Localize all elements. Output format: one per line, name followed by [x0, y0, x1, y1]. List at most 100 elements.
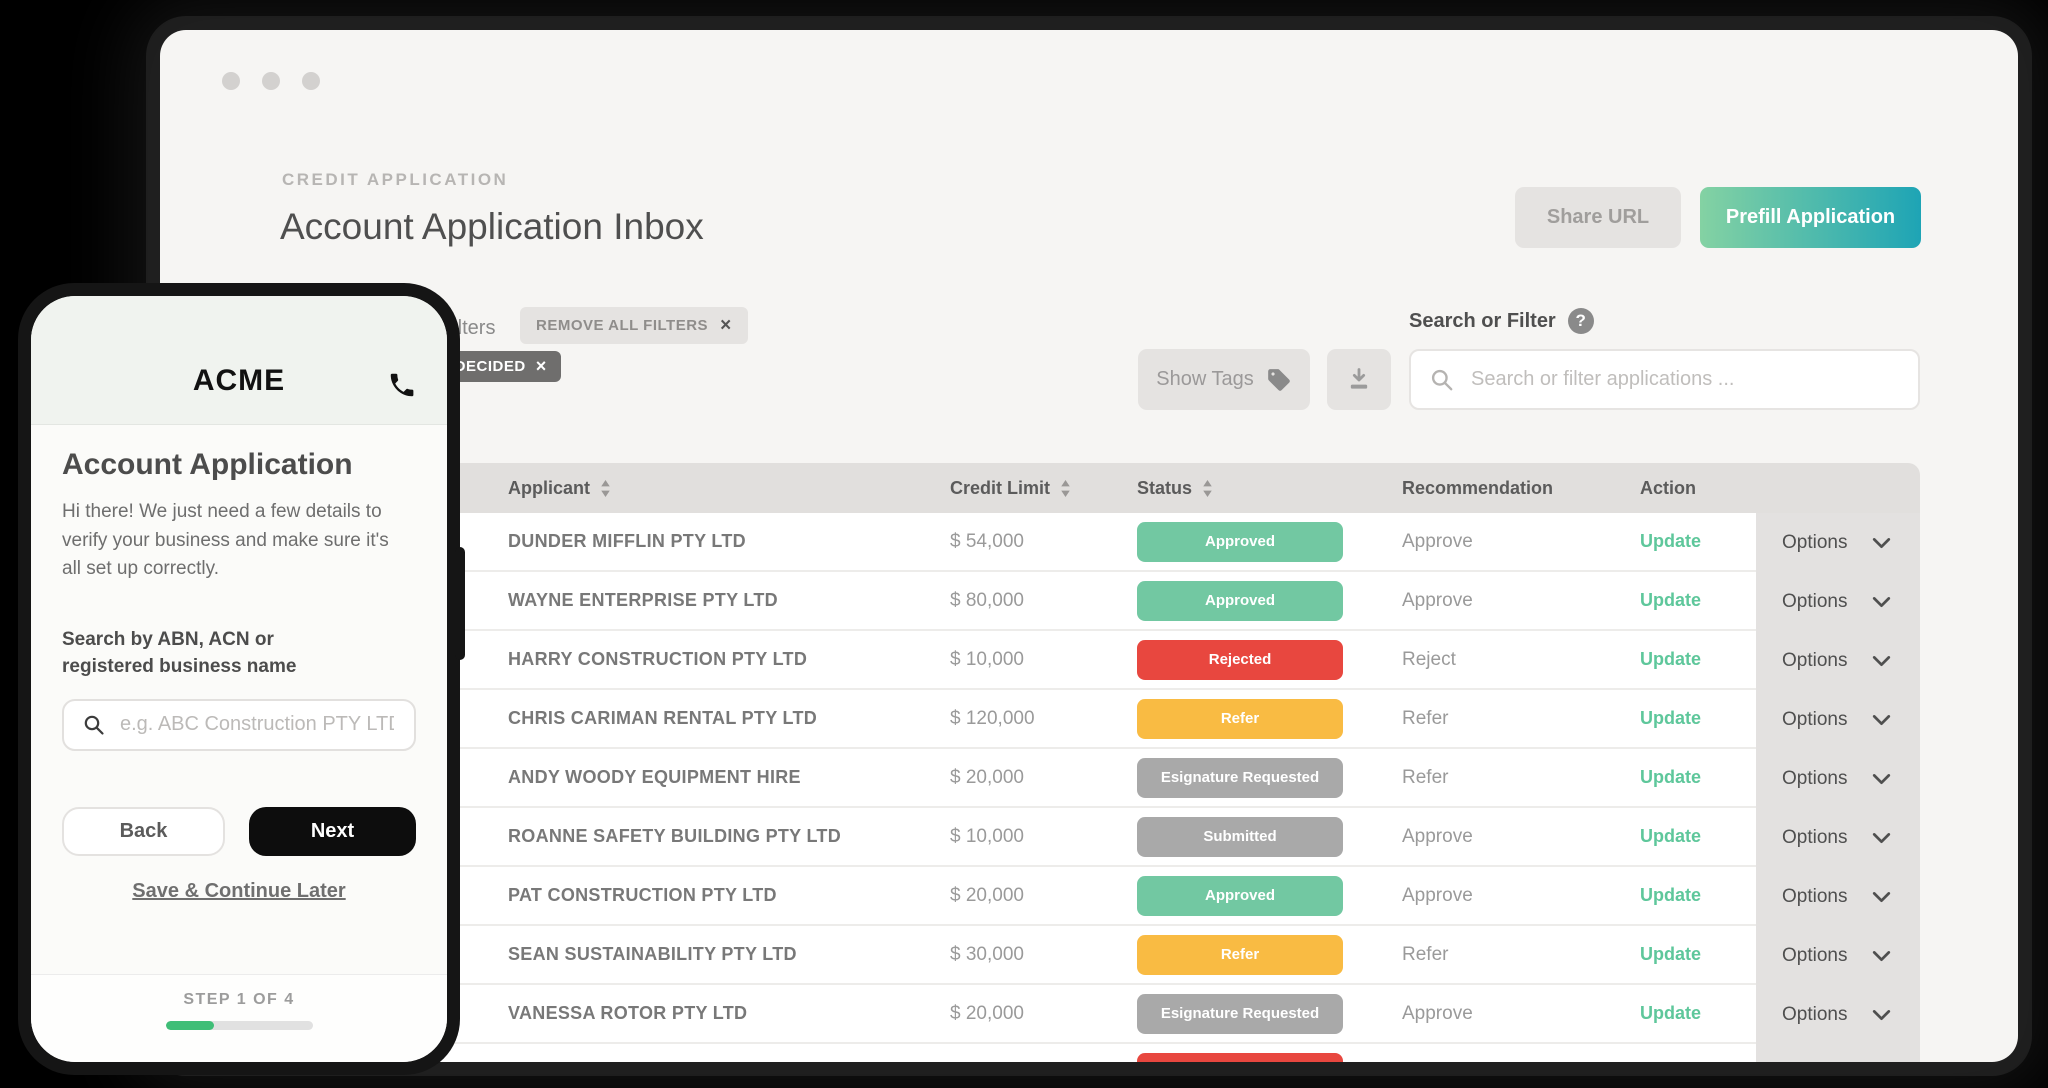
options-label: Options	[1782, 1003, 1848, 1025]
window-dot-icon[interactable]	[262, 72, 280, 90]
search-or-filter-text: Search or Filter	[1409, 309, 1556, 332]
phone-step-footer: STEP 1 OF 4	[31, 974, 447, 1062]
brand-logo: ACME	[192, 364, 286, 397]
applicant-cell: CHRIS CARIMAN RENTAL PTY LTD	[440, 690, 882, 749]
recommendation-cell: Refer	[1343, 926, 1596, 985]
status-badge: Approved	[1137, 521, 1343, 562]
window-dot-icon[interactable]	[222, 72, 240, 90]
search-icon	[1431, 369, 1453, 390]
form-title: Account Application	[62, 448, 353, 481]
status-cell: Rejected	[1137, 631, 1343, 690]
options-label: Options	[1782, 649, 1848, 671]
action-cell: Update	[1596, 749, 1756, 808]
action-cell: Update	[1596, 926, 1756, 985]
options-dropdown[interactable]: Options	[1756, 808, 1920, 867]
window-dot-icon[interactable]	[302, 72, 320, 90]
options-dropdown[interactable]: Options	[1756, 867, 1920, 926]
action-cell	[1596, 1044, 1756, 1062]
applicant-cell: DUNDER MIFFLIN PTY LTD	[440, 513, 882, 572]
status-cell: Approved	[1137, 867, 1343, 926]
applicant-cell	[440, 1044, 882, 1062]
chevron-down-icon	[1872, 774, 1891, 785]
column-header-applicant[interactable]: Applicant	[440, 478, 882, 499]
table-row: VANESSA ROTOR PTY LTD $ 20,000 Esignatur…	[440, 985, 1920, 1044]
show-tags-label: Show Tags	[1156, 368, 1254, 390]
recommendation-cell: Approve	[1343, 867, 1596, 926]
applicant-cell: HARRY CONSTRUCTION PTY LTD	[440, 631, 882, 690]
update-link[interactable]: Update	[1640, 531, 1702, 551]
status-badge: Refer	[1137, 934, 1343, 975]
table-row: HARRY CONSTRUCTION PTY LTD $ 10,000 Reje…	[440, 631, 1920, 690]
recommendation-cell: Approve	[1343, 808, 1596, 867]
sort-icon[interactable]	[1060, 479, 1071, 497]
status-cell: Esignature Requested	[1137, 749, 1343, 808]
options-dropdown[interactable]: Options	[1756, 985, 1920, 1044]
sort-icon[interactable]	[600, 479, 611, 497]
update-link[interactable]: Update	[1640, 649, 1702, 669]
applicant-cell: ROANNE SAFETY BUILDING PTY LTD	[440, 808, 882, 867]
back-button[interactable]: Back	[62, 806, 225, 856]
phone-app-body: Account Application Hi there! We just ne…	[31, 448, 447, 903]
column-header-status[interactable]: Status	[1137, 478, 1343, 499]
status-badge: Submitted	[1137, 816, 1343, 857]
recommendation-cell: Reject	[1343, 631, 1596, 690]
search-or-filter-label: Search or Filter ?	[1409, 308, 1594, 334]
close-icon[interactable]: ×	[535, 356, 547, 376]
recommendation-cell: Refer	[1343, 749, 1596, 808]
applicant-cell: VANESSA ROTOR PTY LTD	[440, 985, 882, 1044]
close-icon[interactable]: ×	[720, 314, 732, 336]
options-dropdown[interactable]: Options	[1756, 572, 1920, 631]
options-dropdown[interactable]: Options	[1756, 631, 1920, 690]
credit-limit-cell	[882, 1044, 1137, 1062]
help-icon[interactable]: ?	[1567, 308, 1594, 334]
options-dropdown[interactable]: Options	[1756, 513, 1920, 572]
action-cell: Update	[1596, 867, 1756, 926]
update-link[interactable]: Update	[1640, 590, 1702, 610]
table-row: SEAN SUSTAINABILITY PTY LTD $ 30,000 Ref…	[440, 926, 1920, 985]
applicant-cell: WAYNE ENTERPRISE PTY LTD	[440, 572, 882, 631]
applications-search	[1409, 349, 1920, 410]
business-search-input[interactable]	[118, 712, 396, 738]
options-label: Options	[1782, 531, 1848, 553]
phone-screen: ACME Account Application Hi there! We ju…	[31, 296, 447, 1062]
update-link[interactable]: Update	[1640, 1003, 1702, 1023]
chevron-down-icon	[1872, 538, 1891, 549]
update-link[interactable]: Update	[1640, 826, 1702, 846]
applications-table: Applicant Credit Limit Status Recommenda…	[440, 463, 1920, 1062]
options-dropdown[interactable]: Options	[1756, 690, 1920, 749]
table-row: ANDY WOODY EQUIPMENT HIRE $ 20,000 Esign…	[440, 749, 1920, 808]
update-link[interactable]: Update	[1640, 885, 1702, 905]
column-header-credit-limit[interactable]: Credit Limit	[882, 478, 1137, 499]
sort-icon[interactable]	[1202, 479, 1213, 497]
search-icon	[84, 715, 104, 735]
table-row: ROANNE SAFETY BUILDING PTY LTD $ 10,000 …	[440, 808, 1920, 867]
download-button[interactable]	[1327, 349, 1391, 410]
save-continue-link[interactable]: Save & Continue Later	[132, 879, 346, 902]
prefill-application-button[interactable]: Prefill Application	[1700, 187, 1921, 248]
status-badge: Approved	[1137, 580, 1343, 621]
status-badge: Refer	[1137, 698, 1343, 739]
options-dropdown[interactable]	[1756, 1044, 1920, 1062]
credit-limit-cell: $ 120,000	[882, 690, 1137, 749]
options-dropdown[interactable]: Options	[1756, 749, 1920, 808]
share-url-button[interactable]: Share URL	[1515, 187, 1681, 248]
step-indicator: STEP 1 OF 4	[183, 991, 295, 1008]
remove-all-filters-chip[interactable]: REMOVE ALL FILTERS ×	[520, 307, 748, 344]
next-button[interactable]: Next	[249, 806, 416, 856]
chevron-down-icon	[1872, 656, 1891, 667]
status-cell: Refer	[1137, 690, 1343, 749]
options-label: Options	[1782, 944, 1848, 966]
show-tags-button[interactable]: Show Tags	[1138, 349, 1310, 410]
update-link[interactable]: Update	[1640, 944, 1702, 964]
update-link[interactable]: Update	[1640, 708, 1702, 728]
table-body: DUNDER MIFFLIN PTY LTD $ 54,000 Approved…	[440, 513, 1920, 1062]
options-dropdown[interactable]: Options	[1756, 926, 1920, 985]
update-link[interactable]: Update	[1640, 767, 1702, 787]
section-eyebrow: CREDIT APPLICATION	[282, 170, 509, 189]
search-input[interactable]	[1469, 367, 1900, 392]
options-label: Options	[1782, 826, 1848, 848]
status-badge: Esignature Requested	[1137, 993, 1343, 1034]
phone-call-icon[interactable]	[387, 370, 417, 400]
tag-icon	[1267, 368, 1290, 391]
options-label: Options	[1782, 590, 1848, 612]
